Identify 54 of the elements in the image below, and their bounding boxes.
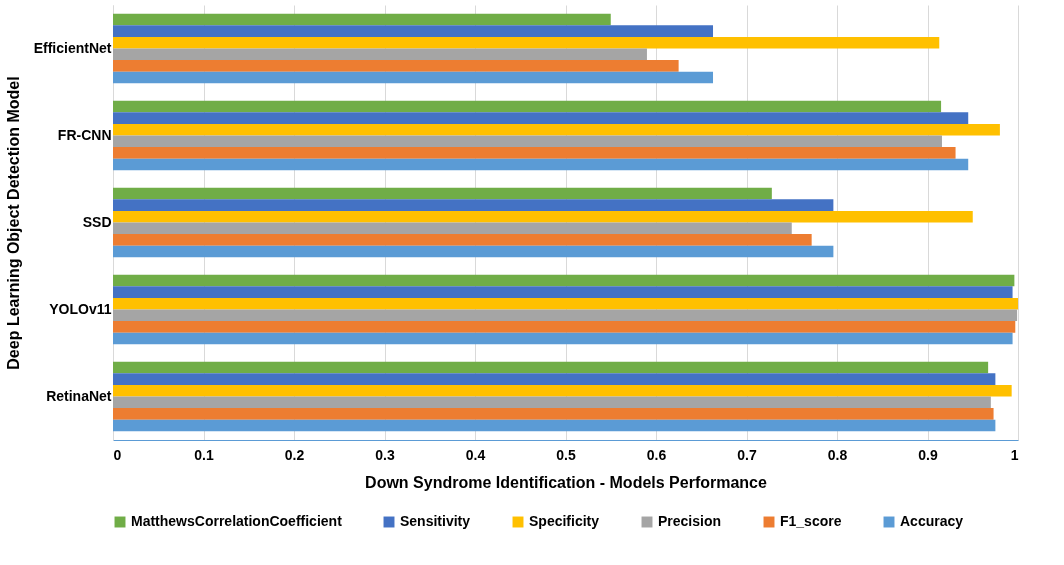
y-tick-label: RetinaNet (46, 387, 112, 404)
x-tick-label: 0.5 (556, 446, 576, 463)
bar (113, 25, 714, 37)
x-tick-label: 0.3 (375, 446, 395, 463)
x-tick-label: 0.4 (465, 446, 486, 463)
bar (113, 384, 1012, 397)
bar (113, 210, 973, 223)
bar (113, 286, 1013, 298)
bar (113, 419, 996, 432)
bar (113, 373, 996, 385)
x-tick-label: 0.9 (918, 446, 938, 463)
bar (113, 36, 940, 49)
bar (113, 245, 834, 258)
legend-label: Specificity (529, 513, 600, 529)
bar (113, 135, 942, 148)
y-tick-label: EfficientNet (33, 39, 112, 56)
bar (113, 60, 679, 72)
bar (113, 321, 1016, 333)
x-axis-title: Down Syndrome Identification - Models Performance (365, 473, 768, 491)
x-tick-label: 0.2 (284, 446, 305, 463)
bar (113, 187, 772, 200)
x-tick-label: 0 (113, 446, 122, 463)
legend-label: MatthewsCorrelationCoefficient (131, 513, 343, 529)
bar (113, 332, 1013, 345)
bar (113, 199, 834, 211)
x-tick-label: 0.6 (646, 446, 667, 463)
bar (113, 297, 1018, 310)
bar (113, 71, 714, 84)
bar (113, 13, 611, 26)
bar (113, 396, 991, 409)
bar (113, 123, 1000, 136)
legend-label: Sensitivity (400, 513, 471, 529)
bar (113, 48, 647, 61)
bar (113, 147, 956, 159)
bar (113, 100, 942, 113)
x-tick-label: 0.8 (827, 446, 848, 463)
bar (113, 309, 1018, 322)
bar (113, 158, 969, 171)
legend-label: Accuracy (900, 513, 964, 529)
bar (113, 222, 792, 235)
bar (113, 234, 812, 246)
y-tick-label: SSD (82, 213, 112, 230)
x-tick-label: 0.7 (737, 446, 757, 463)
x-tick-label: 0.1 (194, 446, 214, 463)
bar (113, 112, 969, 124)
bar (113, 274, 1015, 287)
bar (113, 361, 989, 374)
y-axis-title: Deep Learning Object Detection Model (4, 76, 22, 370)
y-tick-label: FR-CNN (57, 126, 112, 143)
y-tick-label: YOLOv11 (49, 300, 112, 317)
bar (113, 408, 994, 420)
legend-label: Precision (658, 513, 722, 529)
x-tick-label: 1 (1010, 446, 1019, 463)
legend-label: F1_score (780, 513, 842, 529)
